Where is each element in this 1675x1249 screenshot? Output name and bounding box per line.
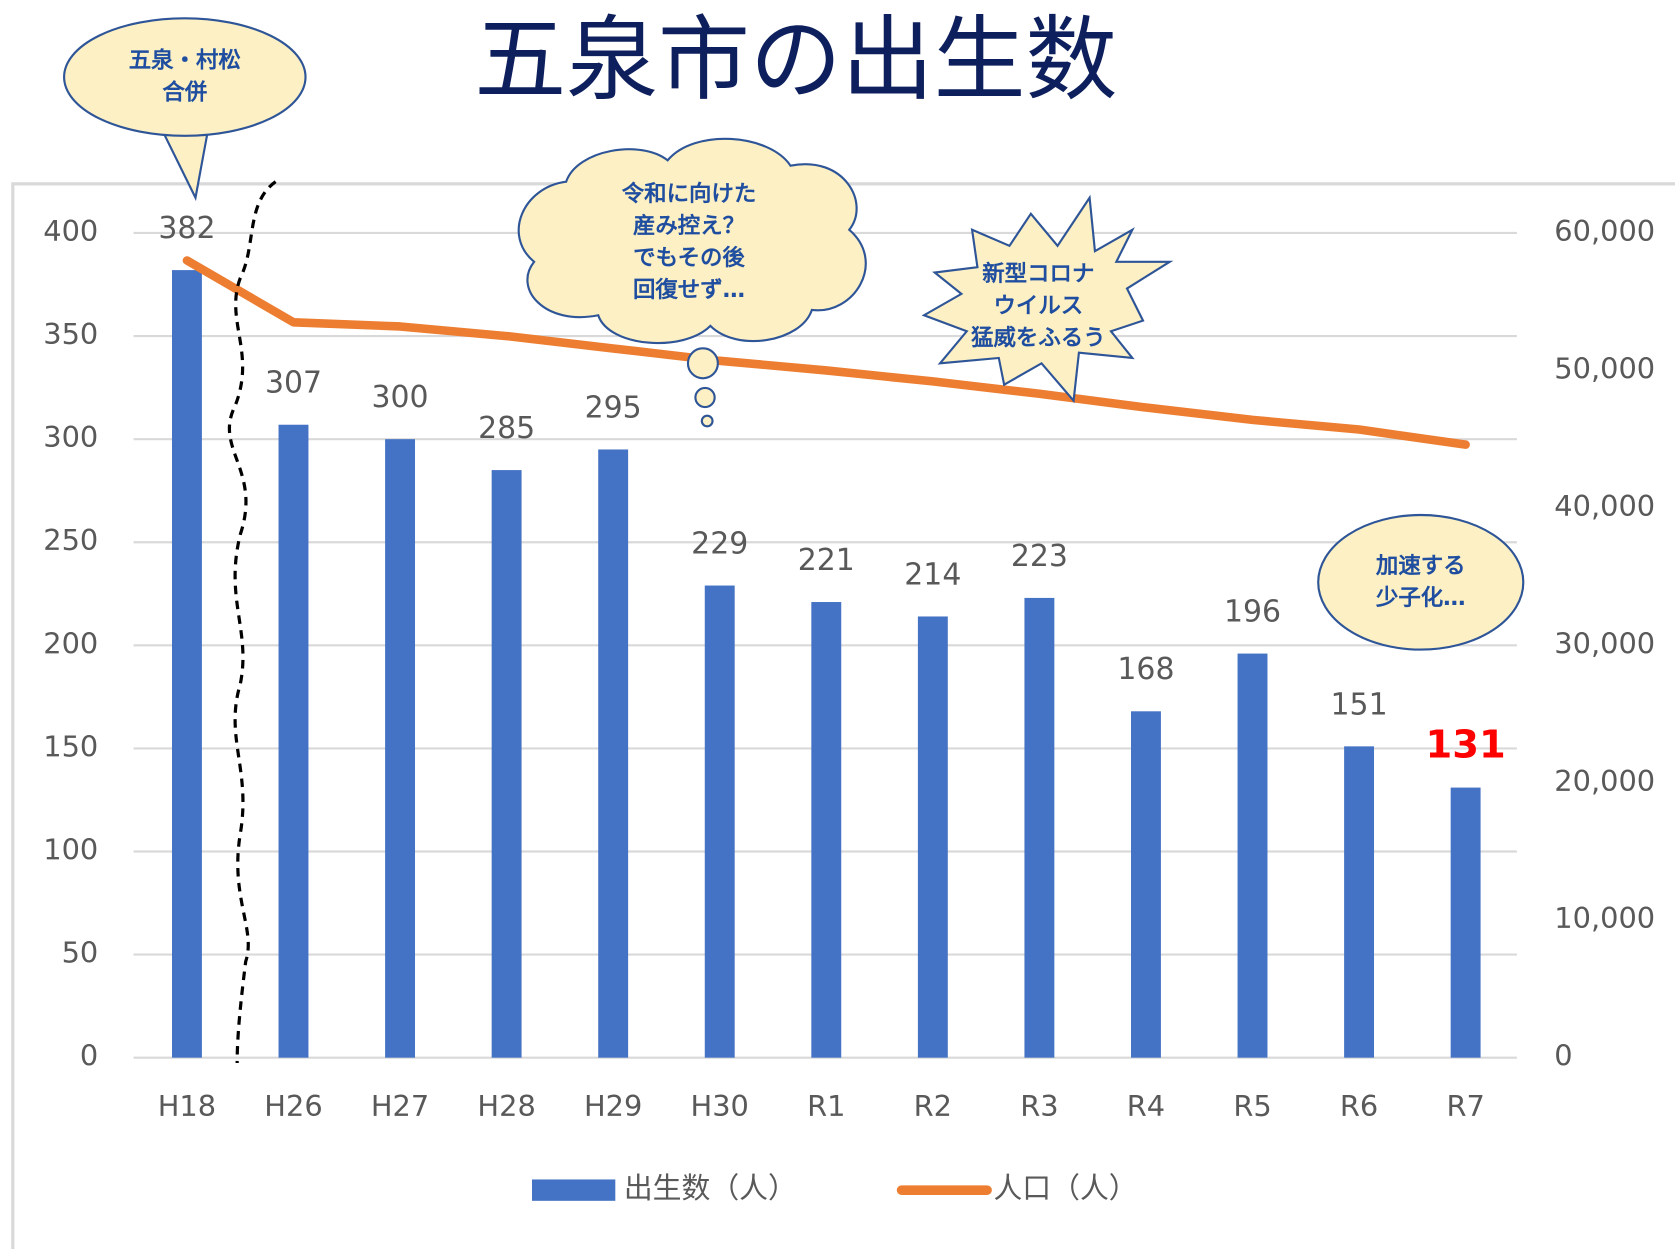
bar (598, 449, 628, 1057)
annotation-text: 令和に向けた (622, 180, 757, 207)
legend-label: 人口（人） (993, 1171, 1137, 1205)
x-tick-label: H26 (264, 1089, 322, 1123)
y2-tick-label: 40,000 (1554, 489, 1655, 523)
bar (1344, 746, 1374, 1057)
annotation-text: ウイルス (993, 293, 1083, 319)
bar (1238, 654, 1268, 1058)
y2-tick-label: 50,000 (1554, 351, 1655, 385)
y-tick-label: 200 (43, 626, 98, 660)
thought-dot (688, 348, 718, 378)
x-tick-label: R2 (914, 1089, 952, 1123)
data-label: 221 (798, 543, 855, 578)
data-label: 295 (585, 390, 642, 425)
chart-title: 五泉市の出生数 (474, 7, 1117, 114)
data-label: 382 (158, 211, 215, 246)
x-tick-label: R4 (1127, 1089, 1165, 1123)
data-label: 196 (1224, 594, 1281, 629)
data-label: 285 (478, 411, 535, 446)
data-label: 229 (691, 526, 748, 561)
callout-joint (158, 120, 211, 131)
y-tick-label: 150 (43, 729, 98, 763)
annotation-text: でもその後 (633, 244, 745, 271)
annotation-text: 五泉・村松 (129, 47, 241, 74)
chart: 五泉市の出生数 0 50 100 150 200 250 300 350 400 0 10,000 2… (0, 0, 1675, 1249)
y-tick-label: 0 (80, 1039, 98, 1073)
data-label: 151 (1331, 687, 1388, 722)
data-label: 223 (1011, 539, 1068, 574)
data-label: 214 (904, 557, 961, 592)
annotation-text: 少子化… (1375, 584, 1466, 611)
callout-shape (64, 18, 305, 136)
bar (492, 470, 522, 1058)
callout-merge (64, 18, 305, 197)
y2-tick-label: 0 (1554, 1039, 1572, 1073)
x-tick-label: H29 (584, 1089, 642, 1123)
bar (385, 439, 415, 1058)
bar (705, 586, 735, 1058)
data-label: 300 (372, 380, 429, 415)
y2-tick-label: 20,000 (1554, 764, 1655, 798)
bar (918, 616, 948, 1057)
y-tick-label: 100 (43, 833, 98, 867)
callout-shape (1318, 515, 1523, 650)
y2-tick-label: 60,000 (1554, 214, 1655, 248)
x-tick-label: R6 (1340, 1089, 1378, 1123)
annotation-text: 加速する (1376, 552, 1466, 579)
x-tick-label: H28 (477, 1089, 535, 1123)
y-tick-label: 50 (62, 936, 99, 970)
annotation-text: 新型コロナ (982, 260, 1094, 287)
bar (1024, 598, 1054, 1058)
data-label: 131 (1426, 722, 1506, 767)
y2-tick-label: 10,000 (1554, 901, 1655, 935)
x-tick-label: R7 (1446, 1089, 1484, 1123)
x-tick-label: R5 (1233, 1089, 1271, 1123)
bar (811, 602, 841, 1058)
annotation-text: 猛威をふるう (971, 324, 1106, 351)
x-tick-label: R3 (1020, 1089, 1058, 1123)
page: 五泉市の出生数 0 50 100 150 200 250 300 350 400 0 10,000 2… (0, 0, 1675, 1249)
legend-label: 出生数（人） (624, 1171, 797, 1205)
y-tick-label: 350 (43, 317, 98, 351)
thought-dot (702, 416, 713, 427)
y-tick-label: 250 (43, 523, 98, 557)
data-label: 168 (1117, 652, 1174, 687)
x-tick-label: R1 (807, 1089, 845, 1123)
bar (1451, 788, 1481, 1058)
y-tick-label: 400 (43, 214, 98, 248)
data-label: 307 (265, 366, 322, 401)
bar (172, 270, 202, 1058)
y-tick-label: 300 (43, 420, 98, 454)
bar (1131, 711, 1161, 1057)
x-tick-label: H27 (371, 1089, 429, 1123)
annotation-text: 産み控え？ (633, 212, 745, 239)
bar (279, 425, 309, 1058)
x-tick-label: H30 (691, 1089, 749, 1123)
annotation-text: 合併 (162, 79, 207, 106)
y2-tick-label: 30,000 (1554, 626, 1655, 660)
legend-swatch (532, 1179, 615, 1200)
x-tick-label: H18 (158, 1089, 216, 1123)
thought-dot (695, 388, 714, 407)
annotation-text: 回復せず… (633, 276, 745, 303)
